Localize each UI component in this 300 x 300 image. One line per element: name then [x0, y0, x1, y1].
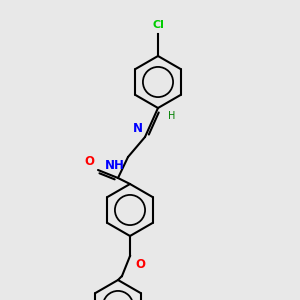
- Text: O: O: [135, 258, 145, 271]
- Text: N: N: [133, 122, 143, 135]
- Text: Cl: Cl: [152, 20, 164, 30]
- Text: H: H: [168, 111, 176, 121]
- Text: O: O: [84, 155, 94, 168]
- Text: NH: NH: [105, 159, 125, 172]
